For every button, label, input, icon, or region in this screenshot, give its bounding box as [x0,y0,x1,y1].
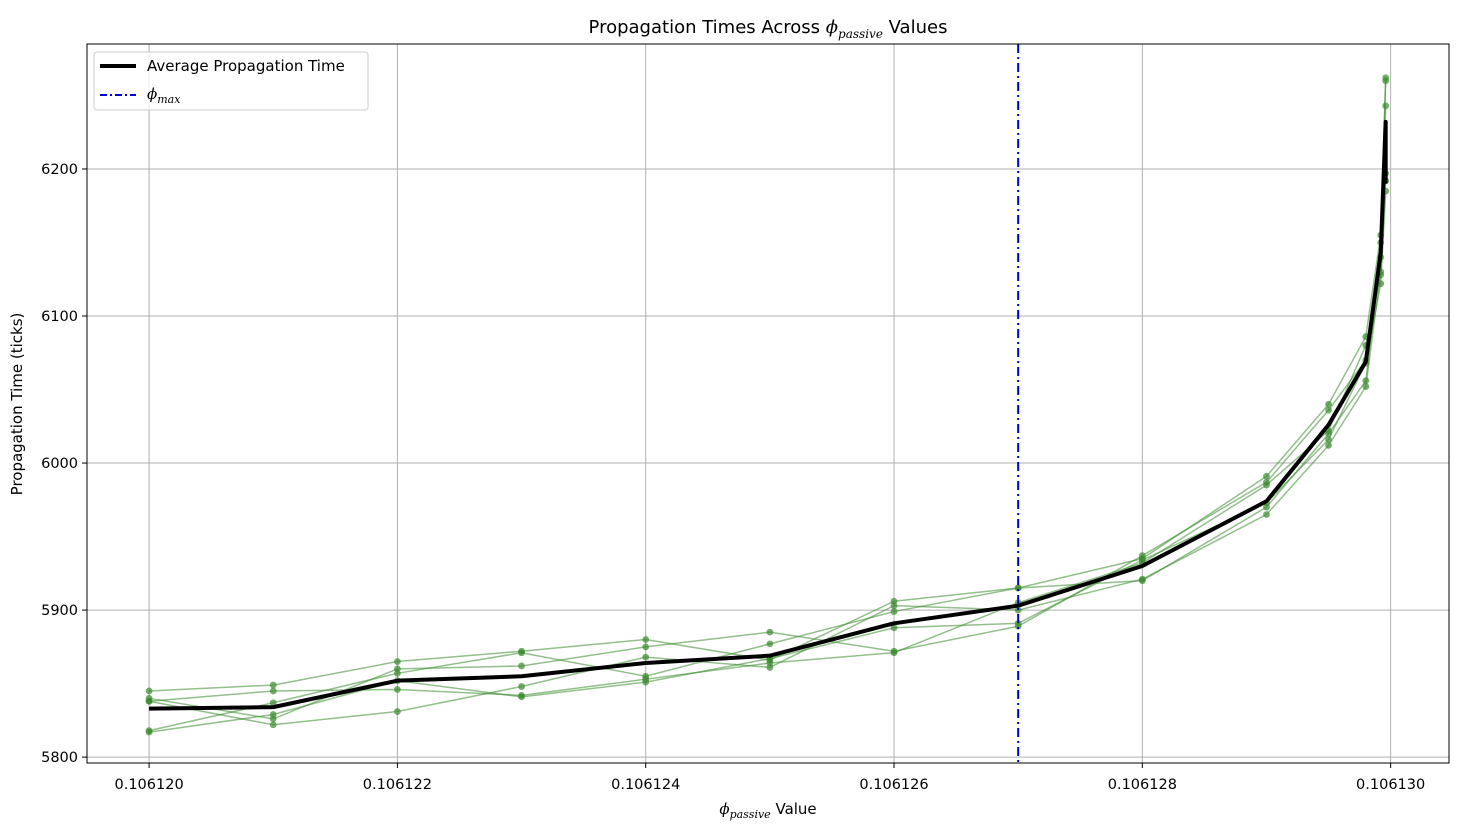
series-point [269,721,277,729]
series-line [149,77,1387,692]
series-point [642,643,650,651]
legend-phimax-symbol: ϕ [147,85,157,103]
series-point [269,681,277,689]
series-point [890,602,898,610]
legend-phimax-subscript: max [157,93,181,106]
legend: Average Propagation Time ϕmax [93,51,369,111]
chart-title: Propagation Times Across ϕpassive Values [589,17,948,41]
chart-title-symbol: ϕ [826,17,838,38]
series-point [518,683,525,690]
plot-frame [86,43,1450,764]
series-point [1263,481,1270,489]
x-tick-label: 0.106122 [363,777,432,793]
series-point [518,649,525,657]
series-point [1263,511,1270,518]
x-axis-label-subscript: passive [730,808,772,821]
series-point [269,699,277,707]
series-point [642,653,650,661]
series-point [145,697,153,705]
series-point [890,649,898,657]
y-tick-label: 6100 [41,309,78,325]
series-line [149,180,1387,702]
series-point [1014,619,1022,627]
series-point [269,711,277,718]
series-point [518,662,525,670]
series-point [1362,377,1370,385]
series-point [1362,383,1370,390]
series-point [1014,584,1022,592]
series-point [766,640,774,648]
series-point [1382,102,1390,110]
series-point [642,636,650,643]
chart-title-subscript: passive [838,27,883,41]
series-line [148,173,1387,732]
x-tick-label: 0.106128 [1108,777,1177,793]
x-tick-label: 0.106130 [1356,777,1425,793]
series-point [642,675,650,683]
series-point [393,686,401,693]
series-point [1382,77,1390,85]
series-point [1325,406,1332,414]
series-point [890,608,898,615]
y-tick-label: 6000 [41,456,78,472]
x-tick-label: 0.106120 [114,777,183,793]
series-line [148,105,1387,726]
series-point [393,708,401,715]
series-point [766,628,774,636]
x-tick-label: 0.106126 [859,777,928,793]
legend-phimax-label: ϕmax [147,85,181,106]
x-axis-label: ϕpassive Value [719,800,816,821]
x-tick-label: 0.106124 [611,777,680,793]
average-line [149,119,1388,711]
chart-title-suffix: Values [883,17,948,38]
series-point [145,728,153,736]
series-point [518,691,525,699]
series-point [1014,606,1022,614]
chart-title-prefix: Propagation Times Across [589,17,826,38]
series-point [269,687,277,695]
series-point [1325,442,1332,449]
series-point [145,687,153,695]
x-axis-label-suffix: Value [771,800,817,818]
series-point [393,658,401,665]
average-layer [149,119,1388,711]
series-point [1263,472,1270,480]
legend-average-label: Average Propagation Time [147,57,345,75]
x-axis-label-symbol: ϕ [719,800,729,818]
y-tick-label: 5900 [41,603,78,619]
series-point [766,659,774,667]
ticks-layer: 0.106120 0.106122 0.106124 0.106126 0.106128… [41,162,1425,793]
series-point [1325,436,1332,443]
y-axis-label: Propagation Time (ticks) [8,313,26,496]
y-tick-label: 5800 [41,750,78,766]
legend-box [93,51,369,111]
y-tick-label: 6200 [41,162,78,178]
series-point [890,624,898,632]
series-point [393,669,401,677]
series-point [1325,400,1332,408]
grid-layer [87,44,1449,763]
series-point [1138,577,1146,585]
